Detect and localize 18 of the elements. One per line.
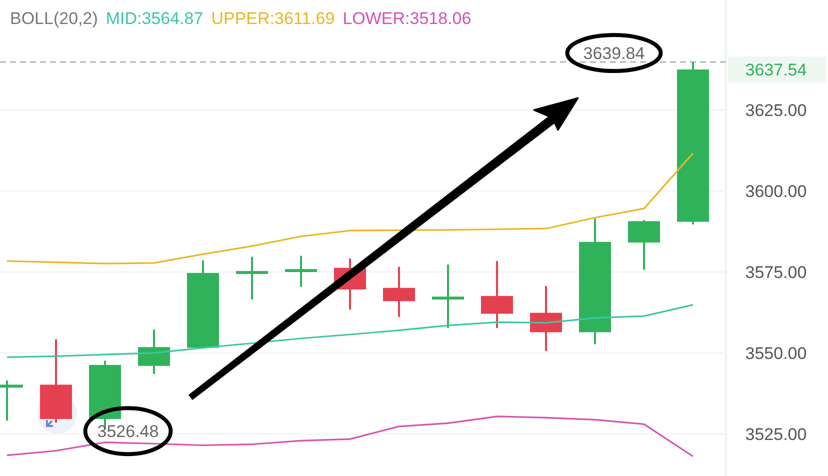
y-tick-label: 3550.00 <box>745 344 807 363</box>
y-tick-label: 3600.00 <box>745 182 807 201</box>
text: 3637.54 <box>745 60 807 80</box>
line-series <box>6 304 694 358</box>
candlestick <box>285 254 317 288</box>
text: LOWER:3518.06 <box>342 9 472 28</box>
y-tick-label: 3575.00 <box>745 262 807 282</box>
text: BOLL(20,2) <box>10 9 98 28</box>
y-tick-label: 3525.00 <box>745 424 807 444</box>
text: UPPER:3611.69 <box>211 9 335 28</box>
candlestick <box>236 256 268 301</box>
text: MID:3564.87 <box>106 9 204 28</box>
candlestick <box>432 264 464 330</box>
line-series <box>6 152 694 264</box>
ref-line-label: 3639.84 <box>583 44 645 64</box>
annotation: 3526.48 <box>97 422 159 442</box>
line-series <box>6 416 694 458</box>
y-tick-label: 3625.00 <box>745 101 807 120</box>
